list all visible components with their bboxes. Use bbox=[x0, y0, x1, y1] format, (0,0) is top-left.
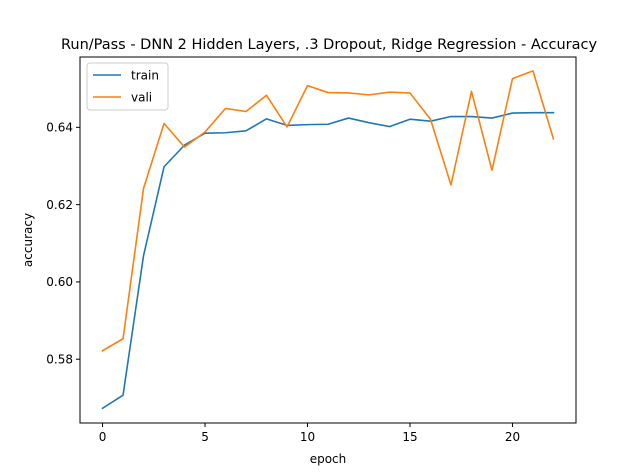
axes-frame bbox=[79, 56, 577, 424]
y-tick-label: 0.64 bbox=[46, 121, 73, 135]
y-tick-label: 0.62 bbox=[46, 198, 73, 212]
legend-label-train: train bbox=[131, 69, 159, 83]
plot-area bbox=[101, 70, 555, 410]
series-line-vali bbox=[101, 70, 555, 352]
x-tick-label: 5 bbox=[201, 430, 209, 444]
x-tick-label: 15 bbox=[402, 430, 417, 444]
legend-label-vali: vali bbox=[131, 91, 152, 105]
y-tick-label: 0.60 bbox=[46, 275, 73, 289]
legend: train vali bbox=[86, 62, 169, 111]
chart-title: Run/Pass - DNN 2 Hidden Layers, .3 Dropo… bbox=[61, 37, 598, 53]
x-tick-label: 20 bbox=[505, 430, 520, 444]
x-axis-label: epoch bbox=[310, 452, 347, 466]
axis-ticks: 0 5 10 15 20 0.58 0.60 0.62 0.64 bbox=[46, 121, 520, 444]
x-tick-label: 10 bbox=[300, 430, 315, 444]
x-tick-label: 0 bbox=[99, 430, 107, 444]
y-axis-label: accuracy bbox=[21, 213, 35, 267]
y-tick-label: 0.58 bbox=[46, 353, 73, 367]
